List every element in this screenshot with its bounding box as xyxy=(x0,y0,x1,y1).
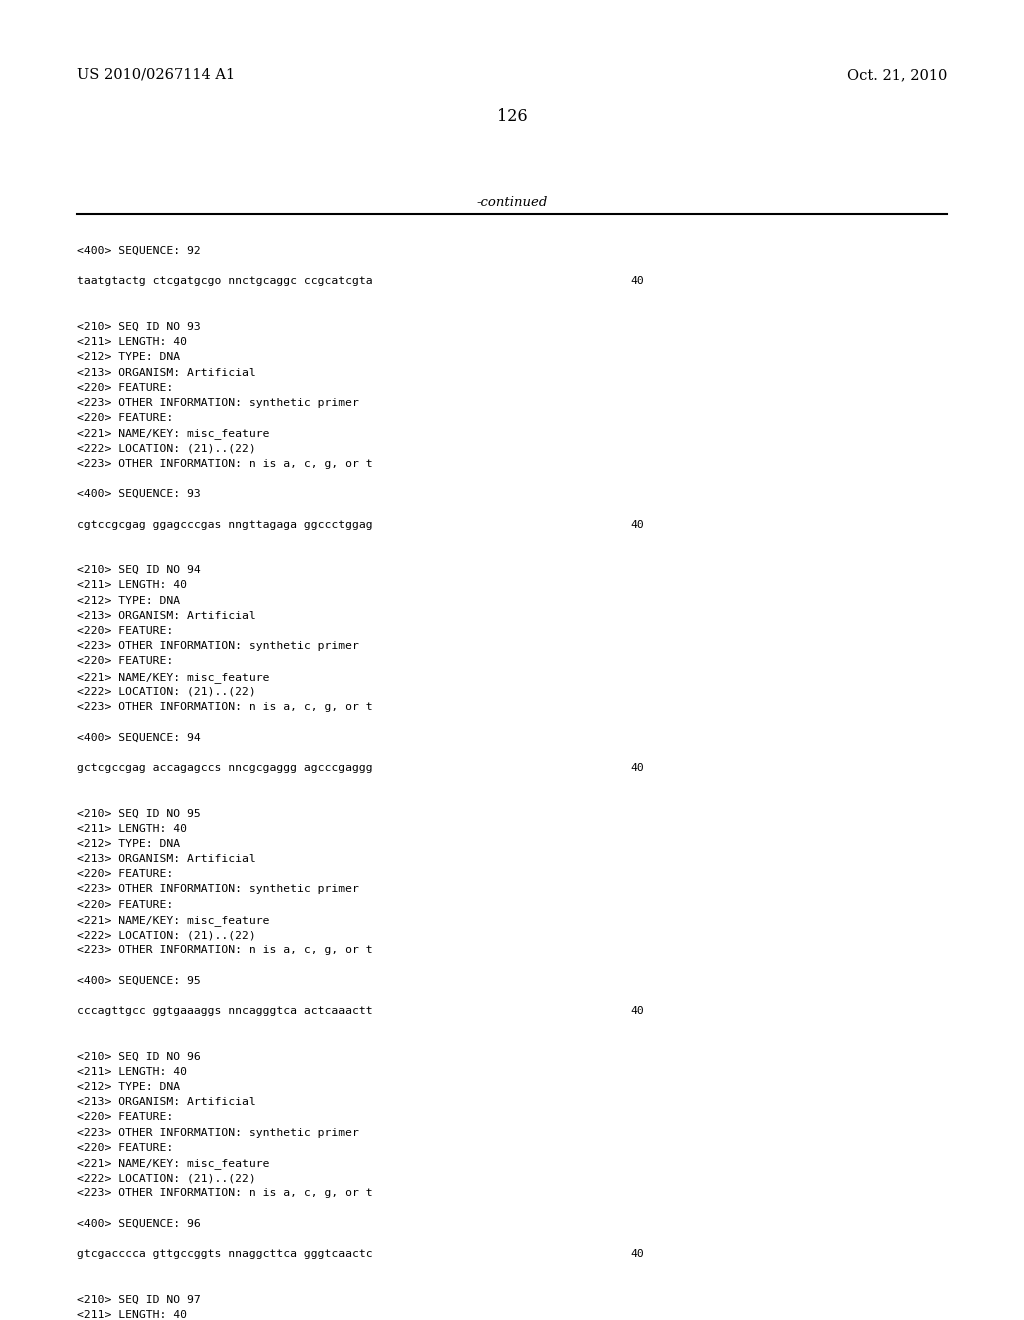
Text: <220> FEATURE:: <220> FEATURE: xyxy=(77,1143,173,1152)
Text: <400> SEQUENCE: 93: <400> SEQUENCE: 93 xyxy=(77,490,201,499)
Text: <223> OTHER INFORMATION: synthetic primer: <223> OTHER INFORMATION: synthetic prime… xyxy=(77,399,358,408)
Text: <220> FEATURE:: <220> FEATURE: xyxy=(77,383,173,393)
Text: <222> LOCATION: (21)..(22): <222> LOCATION: (21)..(22) xyxy=(77,1173,256,1183)
Text: <213> ORGANISM: Artificial: <213> ORGANISM: Artificial xyxy=(77,367,256,378)
Text: <221> NAME/KEY: misc_feature: <221> NAME/KEY: misc_feature xyxy=(77,429,269,440)
Text: <212> TYPE: DNA: <212> TYPE: DNA xyxy=(77,595,180,606)
Text: cgtccgcgag ggagcccgas nngttagaga ggccctggag: cgtccgcgag ggagcccgas nngttagaga ggccctg… xyxy=(77,520,373,529)
Text: <213> ORGANISM: Artificial: <213> ORGANISM: Artificial xyxy=(77,854,256,865)
Text: <220> FEATURE:: <220> FEATURE: xyxy=(77,656,173,667)
Text: <212> TYPE: DNA: <212> TYPE: DNA xyxy=(77,352,180,363)
Text: <400> SEQUENCE: 92: <400> SEQUENCE: 92 xyxy=(77,246,201,256)
Text: <211> LENGTH: 40: <211> LENGTH: 40 xyxy=(77,337,187,347)
Text: <222> LOCATION: (21)..(22): <222> LOCATION: (21)..(22) xyxy=(77,444,256,454)
Text: <223> OTHER INFORMATION: n is a, c, g, or t: <223> OTHER INFORMATION: n is a, c, g, o… xyxy=(77,945,373,956)
Text: <210> SEQ ID NO 97: <210> SEQ ID NO 97 xyxy=(77,1295,201,1304)
Text: cccagttgcc ggtgaaaggs nncagggtca actcaaactt: cccagttgcc ggtgaaaggs nncagggtca actcaaa… xyxy=(77,1006,373,1016)
Text: <222> LOCATION: (21)..(22): <222> LOCATION: (21)..(22) xyxy=(77,686,256,697)
Text: gtcgacccca gttgccggts nnaggcttca gggtcaactc: gtcgacccca gttgccggts nnaggcttca gggtcaa… xyxy=(77,1249,373,1259)
Text: 40: 40 xyxy=(630,520,644,529)
Text: <223> OTHER INFORMATION: n is a, c, g, or t: <223> OTHER INFORMATION: n is a, c, g, o… xyxy=(77,1188,373,1199)
Text: 40: 40 xyxy=(630,1249,644,1259)
Text: <210> SEQ ID NO 96: <210> SEQ ID NO 96 xyxy=(77,1052,201,1061)
Text: <210> SEQ ID NO 94: <210> SEQ ID NO 94 xyxy=(77,565,201,576)
Text: <212> TYPE: DNA: <212> TYPE: DNA xyxy=(77,838,180,849)
Text: <220> FEATURE:: <220> FEATURE: xyxy=(77,900,173,909)
Text: <211> LENGTH: 40: <211> LENGTH: 40 xyxy=(77,1067,187,1077)
Text: <223> OTHER INFORMATION: n is a, c, g, or t: <223> OTHER INFORMATION: n is a, c, g, o… xyxy=(77,459,373,469)
Text: <221> NAME/KEY: misc_feature: <221> NAME/KEY: misc_feature xyxy=(77,915,269,925)
Text: gctcgccgag accagagccs nncgcgaggg agcccgaggg: gctcgccgag accagagccs nncgcgaggg agcccga… xyxy=(77,763,373,772)
Text: 40: 40 xyxy=(630,1006,644,1016)
Text: taatgtactg ctcgatgcgo nnctgcaggc ccgcatcgta: taatgtactg ctcgatgcgo nnctgcaggc ccgcatc… xyxy=(77,276,373,286)
Text: <213> ORGANISM: Artificial: <213> ORGANISM: Artificial xyxy=(77,1097,256,1107)
Text: <222> LOCATION: (21)..(22): <222> LOCATION: (21)..(22) xyxy=(77,931,256,940)
Text: <220> FEATURE:: <220> FEATURE: xyxy=(77,1113,173,1122)
Text: <211> LENGTH: 40: <211> LENGTH: 40 xyxy=(77,824,187,834)
Text: <223> OTHER INFORMATION: synthetic primer: <223> OTHER INFORMATION: synthetic prime… xyxy=(77,642,358,651)
Text: US 2010/0267114 A1: US 2010/0267114 A1 xyxy=(77,69,236,82)
Text: 126: 126 xyxy=(497,108,527,125)
Text: <220> FEATURE:: <220> FEATURE: xyxy=(77,626,173,636)
Text: <220> FEATURE:: <220> FEATURE: xyxy=(77,869,173,879)
Text: -continued: -continued xyxy=(476,195,548,209)
Text: <400> SEQUENCE: 96: <400> SEQUENCE: 96 xyxy=(77,1218,201,1229)
Text: <223> OTHER INFORMATION: n is a, c, g, or t: <223> OTHER INFORMATION: n is a, c, g, o… xyxy=(77,702,373,711)
Text: <213> ORGANISM: Artificial: <213> ORGANISM: Artificial xyxy=(77,611,256,620)
Text: <400> SEQUENCE: 94: <400> SEQUENCE: 94 xyxy=(77,733,201,742)
Text: <400> SEQUENCE: 95: <400> SEQUENCE: 95 xyxy=(77,975,201,986)
Text: <210> SEQ ID NO 95: <210> SEQ ID NO 95 xyxy=(77,808,201,818)
Text: 40: 40 xyxy=(630,276,644,286)
Text: <223> OTHER INFORMATION: synthetic primer: <223> OTHER INFORMATION: synthetic prime… xyxy=(77,884,358,895)
Text: <212> TYPE: DNA: <212> TYPE: DNA xyxy=(77,1082,180,1092)
Text: Oct. 21, 2010: Oct. 21, 2010 xyxy=(847,69,947,82)
Text: <211> LENGTH: 40: <211> LENGTH: 40 xyxy=(77,581,187,590)
Text: <221> NAME/KEY: misc_feature: <221> NAME/KEY: misc_feature xyxy=(77,1158,269,1170)
Text: <223> OTHER INFORMATION: synthetic primer: <223> OTHER INFORMATION: synthetic prime… xyxy=(77,1127,358,1138)
Text: <211> LENGTH: 40: <211> LENGTH: 40 xyxy=(77,1309,187,1320)
Text: <220> FEATURE:: <220> FEATURE: xyxy=(77,413,173,424)
Text: <221> NAME/KEY: misc_feature: <221> NAME/KEY: misc_feature xyxy=(77,672,269,682)
Text: 40: 40 xyxy=(630,763,644,772)
Text: <210> SEQ ID NO 93: <210> SEQ ID NO 93 xyxy=(77,322,201,333)
